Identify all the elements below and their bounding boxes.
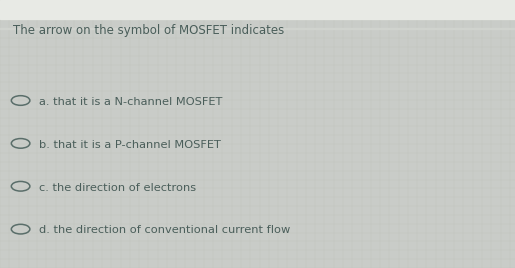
Text: d. the direction of conventional current flow: d. the direction of conventional current… xyxy=(39,225,290,236)
Text: b. that it is a P-channel MOSFET: b. that it is a P-channel MOSFET xyxy=(39,140,220,150)
Bar xyxy=(0,0,515,19)
Text: The arrow on the symbol of MOSFET indicates: The arrow on the symbol of MOSFET indica… xyxy=(13,24,284,37)
Text: a. that it is a N-channel MOSFET: a. that it is a N-channel MOSFET xyxy=(39,97,222,107)
Bar xyxy=(0,28,515,29)
Text: c. the direction of electrons: c. the direction of electrons xyxy=(39,183,196,193)
